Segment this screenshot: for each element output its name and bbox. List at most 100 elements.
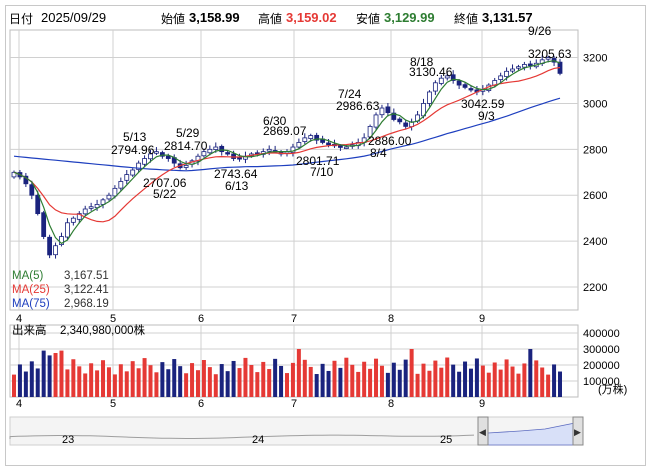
- annotation-value: 2869.07: [263, 124, 307, 138]
- candle-body: [468, 88, 474, 91]
- annotation-low: 2707.065/22: [143, 176, 187, 201]
- volume-bar: [427, 370, 432, 397]
- volume-bar: [463, 361, 468, 397]
- open-label: 始値: [161, 12, 186, 26]
- volume-bar: [374, 358, 379, 397]
- candle-body: [504, 70, 509, 77]
- candle-body: [130, 169, 136, 176]
- volume-legend-value: 2,340,980,000株: [60, 323, 146, 337]
- volume-bar: [433, 360, 438, 397]
- volume-bar: [207, 367, 212, 397]
- volume-bar: [332, 360, 337, 397]
- candle-body: [338, 145, 343, 148]
- candle-body: [432, 82, 438, 92]
- volume-x-tick-label: 8: [388, 398, 394, 410]
- candle-body: [314, 134, 320, 141]
- volume-bar: [195, 370, 200, 397]
- low-label: 安値: [356, 12, 381, 26]
- volume-bar: [320, 363, 325, 397]
- legend-value: 3,167.51: [64, 270, 109, 282]
- price-y-tick-label: 2200: [583, 282, 607, 294]
- candle-body: [183, 165, 189, 168]
- volume-x-tick-label: 6: [198, 398, 204, 410]
- price-y-tick-label: 2800: [583, 144, 607, 156]
- volume-bar: [279, 365, 284, 397]
- high-value: 3,159.02: [286, 10, 337, 25]
- candle-body: [201, 151, 207, 157]
- volume-bar: [95, 370, 100, 397]
- volume-bar: [516, 373, 521, 397]
- candle-body: [47, 236, 53, 256]
- candle-body: [35, 194, 41, 215]
- price-y-tick-label: 3200: [583, 53, 607, 65]
- date-value: 2025/09/29: [41, 10, 107, 25]
- volume-bar: [350, 364, 355, 397]
- candle-body: [11, 171, 17, 178]
- candle-body: [308, 135, 314, 139]
- volume-bar: [106, 367, 111, 397]
- price-panel: 3200 3000 2800 2600 2400 2200 4 5 6 7 8 9 5/132794.9…: [9, 24, 607, 325]
- candle-body: [118, 181, 124, 189]
- candle-body: [213, 146, 219, 150]
- price-x-tick-label: 9: [479, 313, 485, 325]
- volume-bar: [71, 359, 76, 397]
- low-value: 3,129.99: [384, 10, 435, 25]
- volume-bar: [178, 366, 183, 397]
- candle-body: [29, 184, 35, 196]
- candle-body: [510, 68, 515, 72]
- navigator-right-handle-icon: ▶: [574, 428, 581, 438]
- volume-bar: [101, 360, 106, 397]
- annotation-date: 8/4: [370, 146, 387, 160]
- volume-x-tick-label: 5: [110, 398, 116, 410]
- candle-body: [373, 114, 379, 128]
- candle-body: [106, 194, 112, 200]
- price-x-tick-label: 7: [291, 313, 297, 325]
- range-navigator[interactable]: ◀ ▶ 23 24 25: [9, 416, 584, 446]
- volume-bar: [421, 363, 426, 397]
- candle-body: [302, 137, 308, 142]
- volume-bar: [213, 374, 218, 397]
- annotation-value: 2886.00: [368, 134, 412, 148]
- candle-body: [462, 84, 468, 88]
- candle-body: [88, 206, 94, 209]
- volume-bar: [160, 362, 165, 397]
- volume-bar: [391, 362, 396, 397]
- volume-bar: [285, 373, 289, 397]
- navigator-right-handle[interactable]: [572, 416, 584, 446]
- candle-body: [438, 77, 444, 84]
- candle-body: [136, 162, 142, 170]
- volume-bar: [65, 369, 70, 397]
- navigator-history-line: [9, 434, 475, 439]
- annotation-value: 2794.96: [111, 143, 155, 157]
- volume-bar: [356, 371, 361, 397]
- volume-bar: [528, 349, 533, 397]
- volume-bar: [118, 364, 123, 397]
- volume-bar: [142, 358, 147, 397]
- volume-bar: [243, 357, 248, 397]
- volume-bar: [492, 362, 497, 397]
- volume-bar: [486, 372, 491, 397]
- candle-body: [450, 74, 456, 81]
- price-y-tick-label: 2400: [583, 236, 607, 248]
- volume-bar: [77, 366, 82, 397]
- volume-bar: [112, 374, 117, 397]
- volume-bar: [267, 369, 272, 397]
- annotation-value: 2801.71: [296, 154, 340, 168]
- candle-body: [124, 174, 130, 181]
- volume-bar: [534, 360, 539, 397]
- volume-bar: [379, 365, 384, 397]
- volume-bar: [23, 371, 28, 397]
- annotation-date: 9/26: [528, 24, 552, 38]
- candle-body: [53, 245, 58, 256]
- volume-bar: [166, 369, 171, 397]
- volume-x-tick-label: 9: [479, 398, 485, 410]
- volume-bar: [225, 371, 230, 397]
- volume-bar: [451, 364, 456, 397]
- candle-body: [225, 152, 231, 155]
- navigator-left-handle[interactable]: [477, 416, 489, 446]
- volume-bar: [296, 349, 301, 397]
- candle-body: [112, 187, 118, 197]
